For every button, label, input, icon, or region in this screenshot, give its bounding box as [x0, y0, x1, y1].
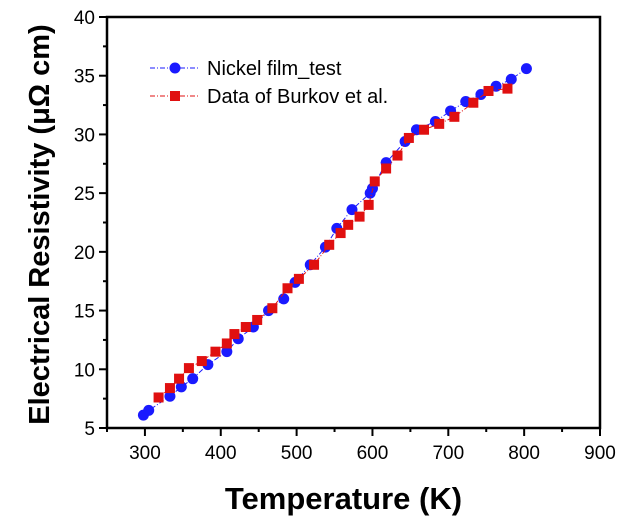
data-point	[520, 63, 532, 75]
plot-frame	[105, 15, 602, 430]
series-2	[153, 83, 513, 403]
x-axis: 300 400 500 600 700 800 900	[106, 428, 616, 464]
data-point	[354, 211, 365, 222]
data-point	[187, 373, 199, 385]
y-tick-label: 15	[74, 302, 95, 323]
data-point	[309, 259, 320, 270]
x-axis-title: Temperature (K)	[225, 481, 462, 516]
y-tick-label: 5	[84, 419, 95, 440]
series-line	[143, 68, 527, 416]
legend-label: Nickel film_test	[207, 58, 342, 80]
legend-item: Data of Burkov et al.	[150, 86, 388, 108]
data-point	[196, 356, 207, 367]
data-point	[164, 390, 176, 402]
data-point	[502, 83, 513, 94]
y-axis: 5 10 15 20 25 30 35 40	[74, 8, 107, 440]
data-point	[419, 124, 430, 135]
data-point	[335, 228, 346, 239]
y-tick-label: 35	[74, 67, 95, 88]
data-point	[468, 97, 479, 108]
data-point	[252, 314, 263, 325]
data-point	[369, 176, 380, 187]
data-point	[449, 111, 460, 122]
y-tick-label: 10	[74, 360, 95, 381]
y-axis-title: Electrical Resistivity (μΩ cm)	[24, 24, 56, 424]
data-point	[153, 392, 164, 403]
data-point	[392, 150, 403, 161]
data-point	[324, 239, 335, 250]
data-point	[282, 283, 293, 294]
legend-marker	[169, 62, 181, 74]
data-point	[175, 381, 187, 393]
data-point	[221, 346, 233, 358]
y-tick-label: 40	[74, 8, 95, 29]
x-tick-label: 500	[281, 443, 313, 464]
legend-item: Nickel film_test	[150, 58, 342, 80]
x-tick-label: 300	[129, 443, 161, 464]
data-point	[164, 383, 175, 394]
legend-label: Data of Burkov et al.	[207, 86, 388, 108]
data-point	[183, 363, 194, 374]
x-tick-label: 900	[584, 443, 616, 464]
legend-marker	[170, 91, 180, 101]
y-tick-label: 20	[74, 243, 95, 264]
data-point	[143, 404, 155, 416]
data-point	[210, 346, 221, 357]
data-point	[505, 73, 517, 85]
x-tick-label: 400	[205, 443, 237, 464]
data-point	[363, 199, 374, 210]
y-tick-label: 30	[74, 125, 95, 146]
legend: Nickel film_test Data of Burkov et al.	[150, 58, 388, 108]
series-layer	[137, 63, 532, 421]
data-point	[343, 219, 354, 230]
plot-border	[105, 15, 602, 430]
data-point	[267, 303, 278, 314]
data-point	[483, 85, 494, 96]
data-point	[293, 273, 304, 284]
data-point	[434, 118, 445, 129]
x-tick-label: 700	[432, 443, 464, 464]
data-point	[174, 373, 185, 384]
x-tick-label: 600	[357, 443, 389, 464]
data-point	[229, 329, 240, 340]
data-point	[403, 132, 414, 143]
series-1	[137, 63, 532, 421]
data-point	[221, 338, 232, 349]
data-point	[240, 322, 251, 333]
x-tick-label: 800	[508, 443, 540, 464]
y-tick-label: 25	[74, 184, 95, 205]
data-point	[381, 163, 392, 174]
